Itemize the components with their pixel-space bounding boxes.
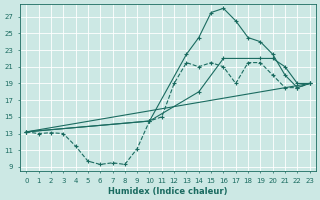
X-axis label: Humidex (Indice chaleur): Humidex (Indice chaleur): [108, 187, 228, 196]
